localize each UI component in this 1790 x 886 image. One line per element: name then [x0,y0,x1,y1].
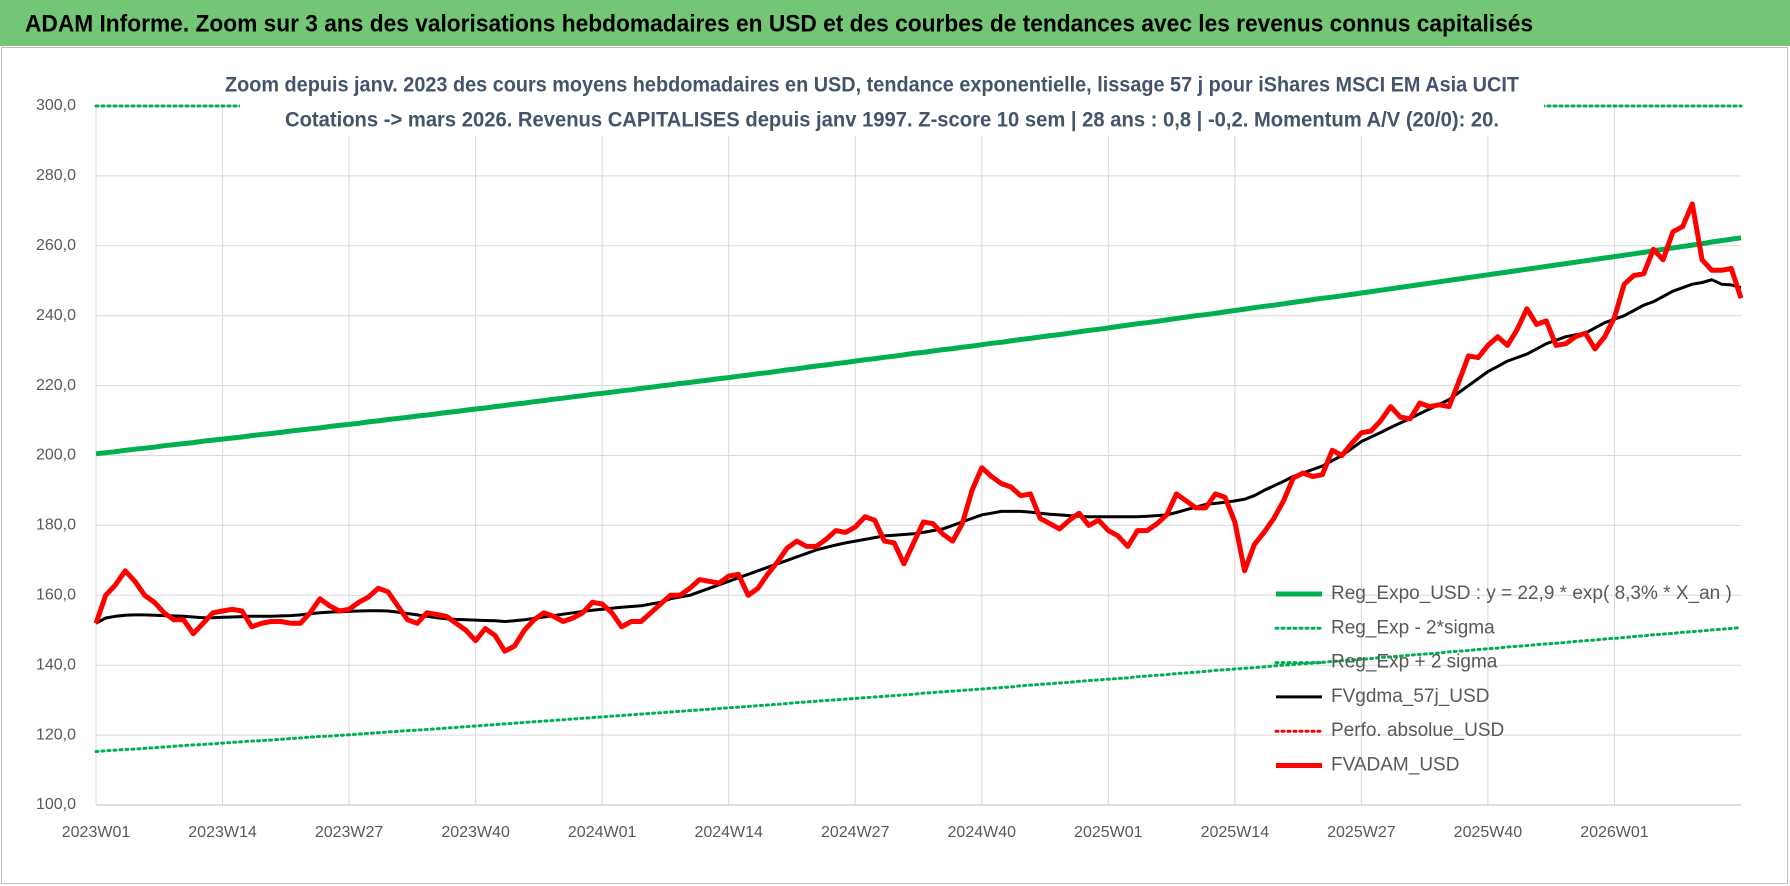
x-tick-label: 2023W01 [62,824,131,841]
y-tick-label: 280,0 [36,167,76,184]
x-tick-label: 2024W14 [694,824,763,841]
chart-frame [1,47,1788,884]
legend-label: FVADAM_USD [1331,755,1459,776]
y-tick-label: 200,0 [36,447,76,464]
x-tick-label: 2024W27 [821,824,890,841]
y-tick-label: 180,0 [36,517,76,534]
chart-subtitle: Cotations -> mars 2026. Revenus CAPITALI… [285,109,1499,132]
series-line [94,626,1743,753]
x-tick-label: 2025W14 [1201,824,1270,841]
legend-label: Reg_Exp + 2 sigma [1331,652,1498,673]
legend-label: FVgdma_57j_USD [1331,686,1489,707]
title-backdrop [240,70,1544,136]
x-tick-label: 2025W40 [1454,824,1523,841]
y-tick-label: 220,0 [36,377,76,394]
x-tick-label: 2026W01 [1580,824,1649,841]
y-tick-label: 160,0 [36,587,76,604]
y-tick-label: 260,0 [36,237,76,254]
series-line [95,278,1742,625]
legend-label: Reg_Exp - 2*sigma [1331,617,1495,638]
header-bar [0,0,1790,46]
x-tick-label: 2025W27 [1327,824,1396,841]
legend-label: Perfo. absolue_USD [1331,720,1504,741]
x-tick-label: 2023W27 [315,824,384,841]
y-tick-label: 140,0 [36,656,76,673]
chart-title: Zoom depuis janv. 2023 des cours moyens … [225,74,1519,97]
y-tick-label: 240,0 [36,307,76,324]
header-title: ADAM Informe. Zoom sur 3 ans des valoris… [25,10,1533,37]
series-line [93,201,1744,654]
y-tick-label: 300,0 [36,97,76,114]
x-tick-label: 2023W14 [188,824,257,841]
x-tick-label: 2025W01 [1074,824,1143,841]
x-tick-label: 2024W01 [568,824,637,841]
series-line [95,235,1742,457]
y-tick-label: 100,0 [36,796,76,813]
y-tick-label: 120,0 [36,726,76,743]
legend-label: Reg_Expo_USD : y = 22,9 * exp( 8,3% * X_… [1331,583,1732,604]
x-tick-label: 2023W40 [441,824,510,841]
x-tick-label: 2024W40 [948,824,1017,841]
